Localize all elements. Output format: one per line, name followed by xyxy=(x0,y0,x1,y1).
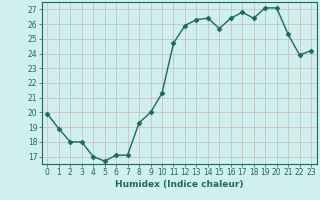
X-axis label: Humidex (Indice chaleur): Humidex (Indice chaleur) xyxy=(115,180,244,189)
